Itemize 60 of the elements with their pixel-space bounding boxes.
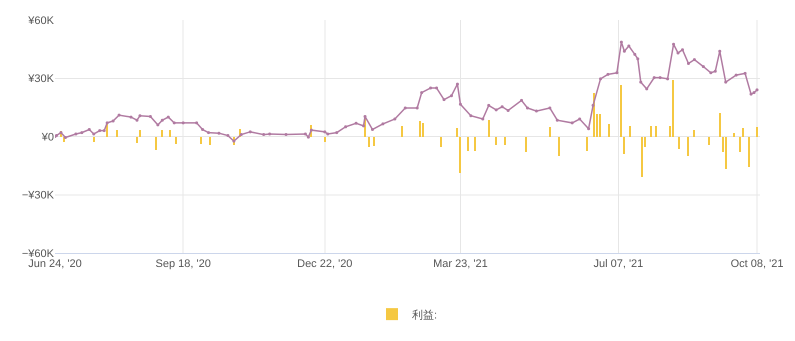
bar bbox=[558, 137, 560, 156]
bar bbox=[139, 130, 141, 137]
bar bbox=[687, 137, 689, 156]
bar bbox=[169, 130, 171, 137]
bar bbox=[549, 127, 551, 137]
bar bbox=[200, 137, 202, 144]
legend-label: 利益: bbox=[412, 308, 438, 322]
bar bbox=[608, 124, 610, 137]
bar bbox=[693, 130, 695, 137]
bar bbox=[756, 127, 758, 137]
bar bbox=[495, 137, 497, 145]
bar bbox=[155, 137, 157, 150]
bar bbox=[474, 137, 476, 151]
bar bbox=[373, 137, 375, 146]
bar bbox=[599, 114, 601, 137]
bar bbox=[748, 137, 750, 167]
bar bbox=[422, 123, 424, 137]
bar bbox=[504, 137, 506, 145]
bar bbox=[525, 137, 527, 152]
y-tick-label: ¥60K bbox=[27, 14, 55, 27]
bar bbox=[209, 137, 211, 145]
bar bbox=[672, 80, 674, 137]
bar bbox=[419, 121, 421, 137]
bar bbox=[440, 137, 442, 147]
y-tick-label: −¥30K bbox=[22, 190, 55, 202]
bar bbox=[401, 126, 403, 137]
bar bbox=[629, 126, 631, 137]
bar bbox=[467, 137, 469, 151]
y-tick-label: ¥30K bbox=[27, 73, 55, 86]
bar bbox=[733, 133, 735, 137]
bar bbox=[161, 130, 163, 137]
x-tick-label: Oct 08, '21 bbox=[730, 258, 784, 270]
y-tick-label: −¥60K bbox=[22, 248, 55, 260]
x-tick-label: Sep 18, '20 bbox=[156, 258, 211, 270]
bar bbox=[136, 137, 138, 143]
bar bbox=[650, 126, 652, 137]
bar bbox=[742, 128, 744, 137]
y-tick-label: ¥0 bbox=[40, 131, 54, 144]
bar bbox=[456, 128, 458, 137]
bar bbox=[708, 137, 710, 145]
bar bbox=[655, 126, 657, 137]
bar bbox=[175, 137, 177, 144]
bar bbox=[116, 130, 118, 137]
x-tick-label: Jul 07, '21 bbox=[593, 258, 644, 270]
bar bbox=[586, 137, 588, 151]
x-tick-label: Dec 22, '20 bbox=[297, 258, 352, 270]
x-tick-label: Jun 24, '20 bbox=[28, 258, 82, 270]
bar bbox=[488, 120, 490, 137]
bar bbox=[719, 113, 721, 137]
bar bbox=[739, 137, 741, 152]
bar bbox=[459, 137, 461, 173]
bar bbox=[678, 137, 680, 149]
bar bbox=[324, 137, 326, 142]
bar bbox=[93, 137, 95, 142]
bar bbox=[620, 85, 622, 137]
x-tick-label: Mar 23, '21 bbox=[433, 258, 488, 270]
bar bbox=[368, 137, 370, 147]
bar bbox=[623, 137, 625, 154]
bar bbox=[725, 137, 727, 169]
bar bbox=[641, 137, 643, 177]
